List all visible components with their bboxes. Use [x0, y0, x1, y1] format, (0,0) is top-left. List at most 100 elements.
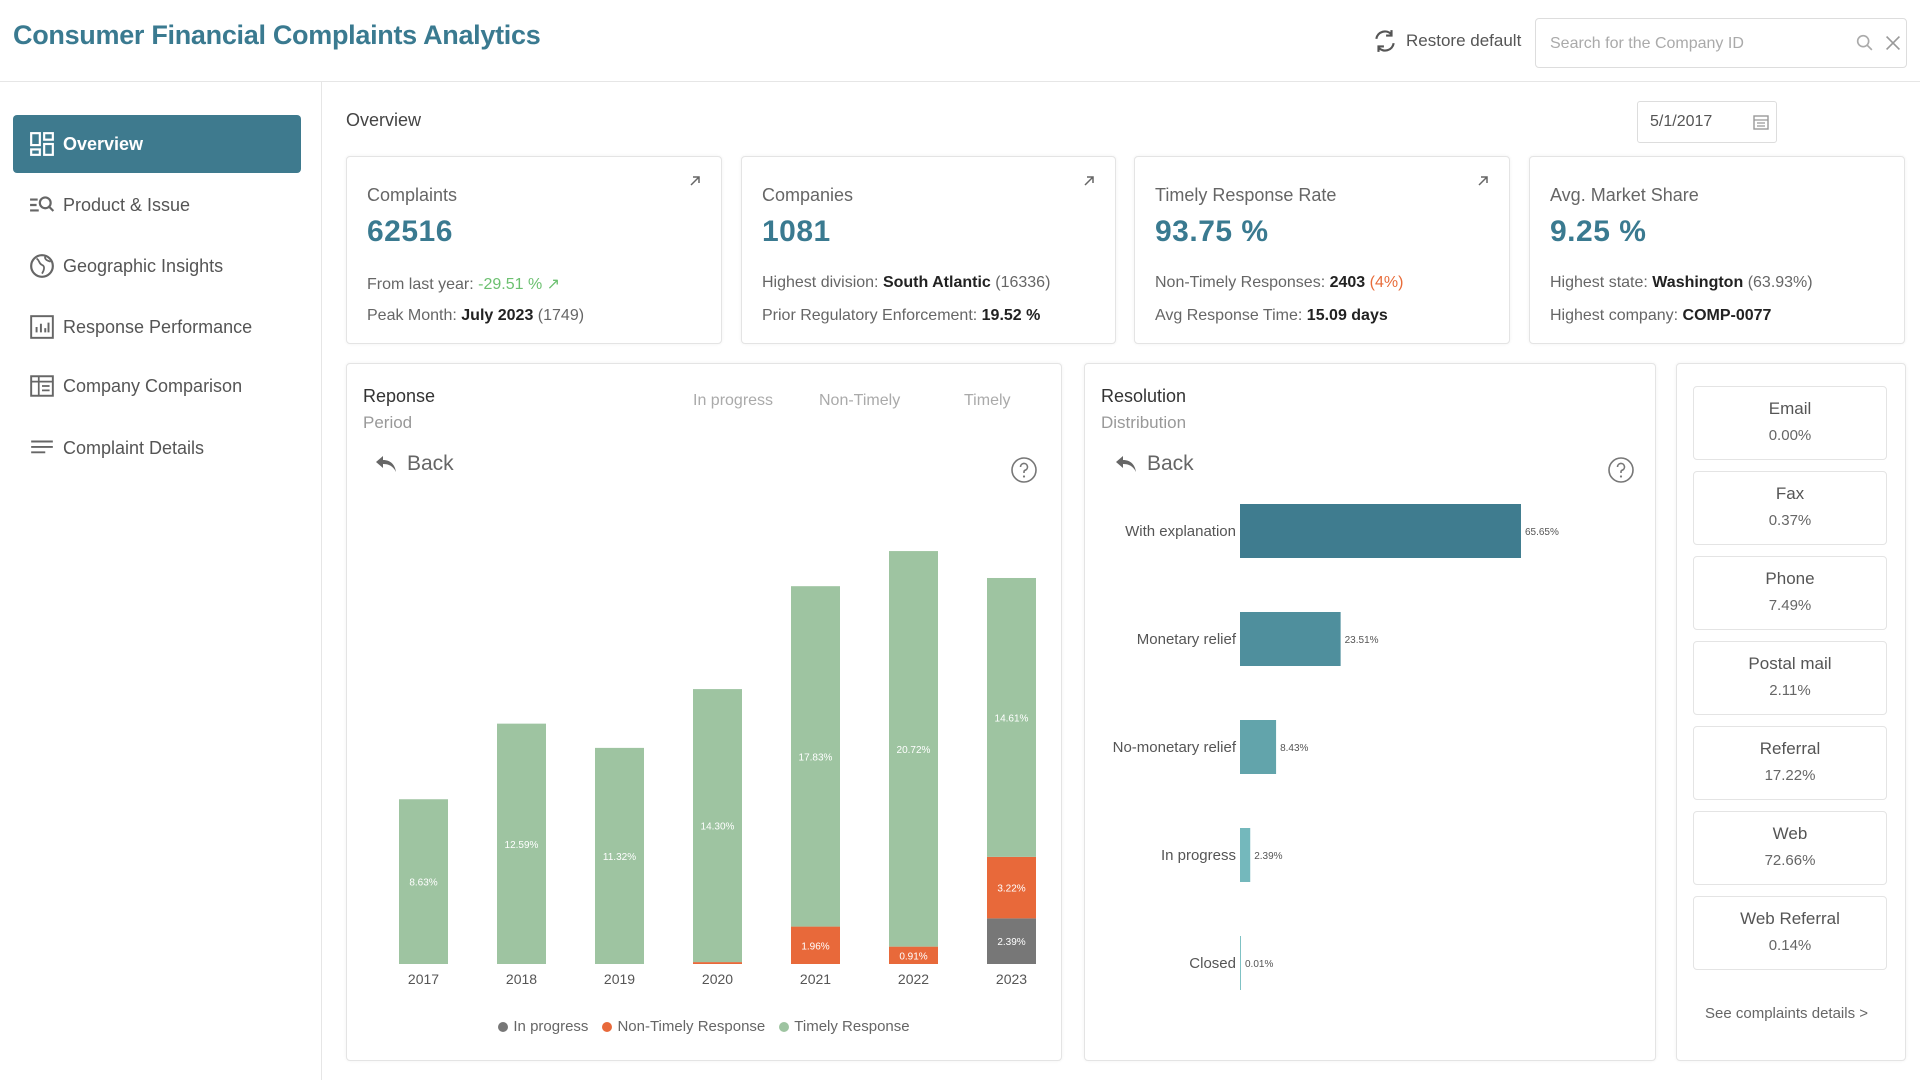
resolution-bar[interactable]	[1240, 720, 1277, 774]
resolution-bar[interactable]	[1240, 612, 1341, 666]
submission-channel-panel: Email 0.00% Fax 0.37% Phone 7.49% Postal…	[1676, 363, 1906, 1061]
back-button[interactable]: Back	[373, 452, 454, 476]
legend-filter-timely[interactable]: Timely	[964, 392, 1011, 409]
bar-data-label: 8.63%	[409, 878, 437, 889]
company-search-input[interactable]	[1550, 31, 1840, 57]
legend-dot	[602, 1021, 613, 1032]
legend-label: Non-Timely Response	[617, 1018, 766, 1035]
bar-segment[interactable]	[987, 918, 1036, 964]
kpi-detail-label: Highest company:	[1550, 307, 1679, 324]
bar-segment[interactable]	[889, 946, 938, 964]
channel-card-email[interactable]: Email 0.00%	[1693, 386, 1887, 460]
section-title: Overview	[346, 110, 422, 130]
bar-segment[interactable]	[791, 926, 840, 964]
see-complaints-details-link[interactable]: See complaints details >	[1705, 1005, 1869, 1022]
help-icon[interactable]	[1607, 456, 1635, 484]
resolution-bar[interactable]	[1240, 504, 1521, 558]
y-category-label: Closed	[1189, 955, 1236, 972]
sidebar-item-label: Product & Issue	[63, 194, 191, 215]
back-button[interactable]: Back	[1113, 452, 1194, 476]
legend-item-non-timely[interactable]: Non-Timely Response	[602, 1018, 765, 1035]
close-icon[interactable]	[1882, 32, 1904, 54]
legend-filter-in-progress[interactable]: In progress	[693, 392, 774, 409]
bar-data-label: 17.83%	[799, 752, 833, 763]
search-icon[interactable]	[1854, 32, 1876, 54]
restore-default-button[interactable]: Restore default	[1372, 28, 1521, 54]
bar-data-label: 3.22%	[997, 884, 1025, 895]
bar-data-label: 65.65%	[1525, 527, 1559, 538]
response-chart-legend: In progress Non-Timely Response Timely R…	[347, 1018, 1061, 1035]
kpi-detail-value: 2403	[1329, 274, 1366, 291]
expand-arrow-icon[interactable]	[1081, 173, 1097, 189]
channel-name: Postal mail	[1748, 654, 1832, 673]
kpi-detail-value: -29.51 %	[478, 276, 543, 293]
channel-card-web[interactable]: Web 72.66%	[1693, 811, 1887, 885]
x-tick-label: 2022	[898, 971, 929, 987]
channel-name: Referral	[1759, 739, 1821, 758]
refresh-icon	[1375, 30, 1395, 52]
bar-segment[interactable]	[693, 962, 742, 964]
bar-segment[interactable]	[497, 723, 546, 964]
bar-data-label: 14.30%	[701, 822, 735, 833]
kpi-detail-label: Prior Regulatory Enforcement:	[762, 307, 978, 324]
expand-arrow-icon[interactable]	[687, 173, 703, 189]
channel-name: Fax	[1775, 484, 1805, 503]
kpi-value: 62516	[367, 215, 453, 248]
legend-item-in-progress[interactable]: In progress	[498, 1018, 588, 1035]
channel-card-postal-mail[interactable]: Postal mail 2.11%	[1693, 641, 1887, 715]
channel-card-web-referral[interactable]: Web Referral 0.14%	[1693, 896, 1887, 970]
kpi-title: Timely Response Rate	[1155, 185, 1337, 205]
panel-title: Resolution	[1101, 386, 1187, 406]
bar-data-label: 11.32%	[603, 852, 636, 863]
x-tick-label: 2017	[408, 971, 439, 987]
kpi-card-timely-response: Timely Response Rate 93.75 % Non-Timely …	[1134, 156, 1510, 344]
channel-card-referral[interactable]: Referral 17.22%	[1693, 726, 1887, 800]
sidebar-item-complaint-details[interactable]: Complaint Details	[13, 419, 301, 477]
bar-segment[interactable]	[791, 586, 840, 927]
sidebar-item-product-issue[interactable]: Product & Issue	[13, 176, 301, 234]
legend-dot	[498, 1021, 509, 1032]
table-icon	[30, 375, 54, 397]
legend-filter-non-timely[interactable]: Non-Timely	[819, 392, 901, 409]
restore-default-label: Restore default	[1406, 31, 1522, 50]
response-period-panel: Reponse Period In progress Non-Timely Ti…	[346, 363, 1062, 1061]
channel-card-phone[interactable]: Phone 7.49%	[1693, 556, 1887, 630]
legend-label: In progress	[513, 1018, 589, 1035]
x-tick-label: 2021	[800, 971, 831, 987]
legend-item-timely[interactable]: Timely Response	[779, 1018, 910, 1035]
bar-segment[interactable]	[987, 577, 1036, 857]
kpi-detail-line: Highest division: South Atlantic (16336)	[762, 274, 1050, 292]
channel-card-fax[interactable]: Fax 0.37%	[1693, 471, 1887, 545]
date-value: 5/1/2017	[1650, 113, 1713, 130]
app-title: Consumer Financial Complaints Analytics	[13, 20, 541, 50]
legend-dot	[779, 1021, 790, 1032]
kpi-detail-label: Non-Timely Responses:	[1155, 274, 1326, 291]
kpi-detail-line: Highest state: Washington (63.93%)	[1550, 274, 1813, 292]
date-picker[interactable]: 5/1/2017	[1637, 101, 1777, 143]
sidebar-item-company-comparison[interactable]: Company Comparison	[13, 357, 301, 415]
sidebar-item-label: Company Comparison	[63, 375, 243, 396]
sidebar-item-geographic-insights[interactable]: Geographic Insights	[13, 237, 301, 295]
kpi-value: 9.25 %	[1550, 215, 1647, 248]
bar-segment[interactable]	[399, 799, 448, 964]
bar-segment[interactable]	[889, 551, 938, 947]
back-label: Back	[407, 452, 454, 475]
bar-segment[interactable]	[595, 747, 644, 964]
kpi-detail-label: Avg Response Time:	[1155, 307, 1303, 324]
bar-segment[interactable]	[987, 856, 1036, 919]
x-tick-label: 2023	[996, 971, 1027, 987]
kpi-detail-value: 15.09 days	[1306, 307, 1388, 324]
y-category-label: No-monetary relief	[1113, 739, 1237, 756]
resolution-bar[interactable]	[1240, 936, 1241, 990]
sidebar-item-overview[interactable]: Overview	[13, 115, 301, 173]
bar-data-label: 14.61%	[995, 713, 1029, 724]
sidebar-item-response-performance[interactable]: Response Performance	[13, 298, 301, 356]
kpi-detail-line: Avg Response Time: 15.09 days	[1155, 307, 1388, 325]
help-icon[interactable]	[1010, 456, 1038, 484]
y-category-label: In progress	[1161, 847, 1236, 864]
resolution-bar[interactable]	[1240, 828, 1251, 882]
sidebar-item-label: Response Performance	[63, 316, 253, 337]
expand-arrow-icon[interactable]	[1475, 173, 1491, 189]
bar-segment[interactable]	[693, 689, 742, 963]
company-search-box	[1535, 18, 1907, 68]
